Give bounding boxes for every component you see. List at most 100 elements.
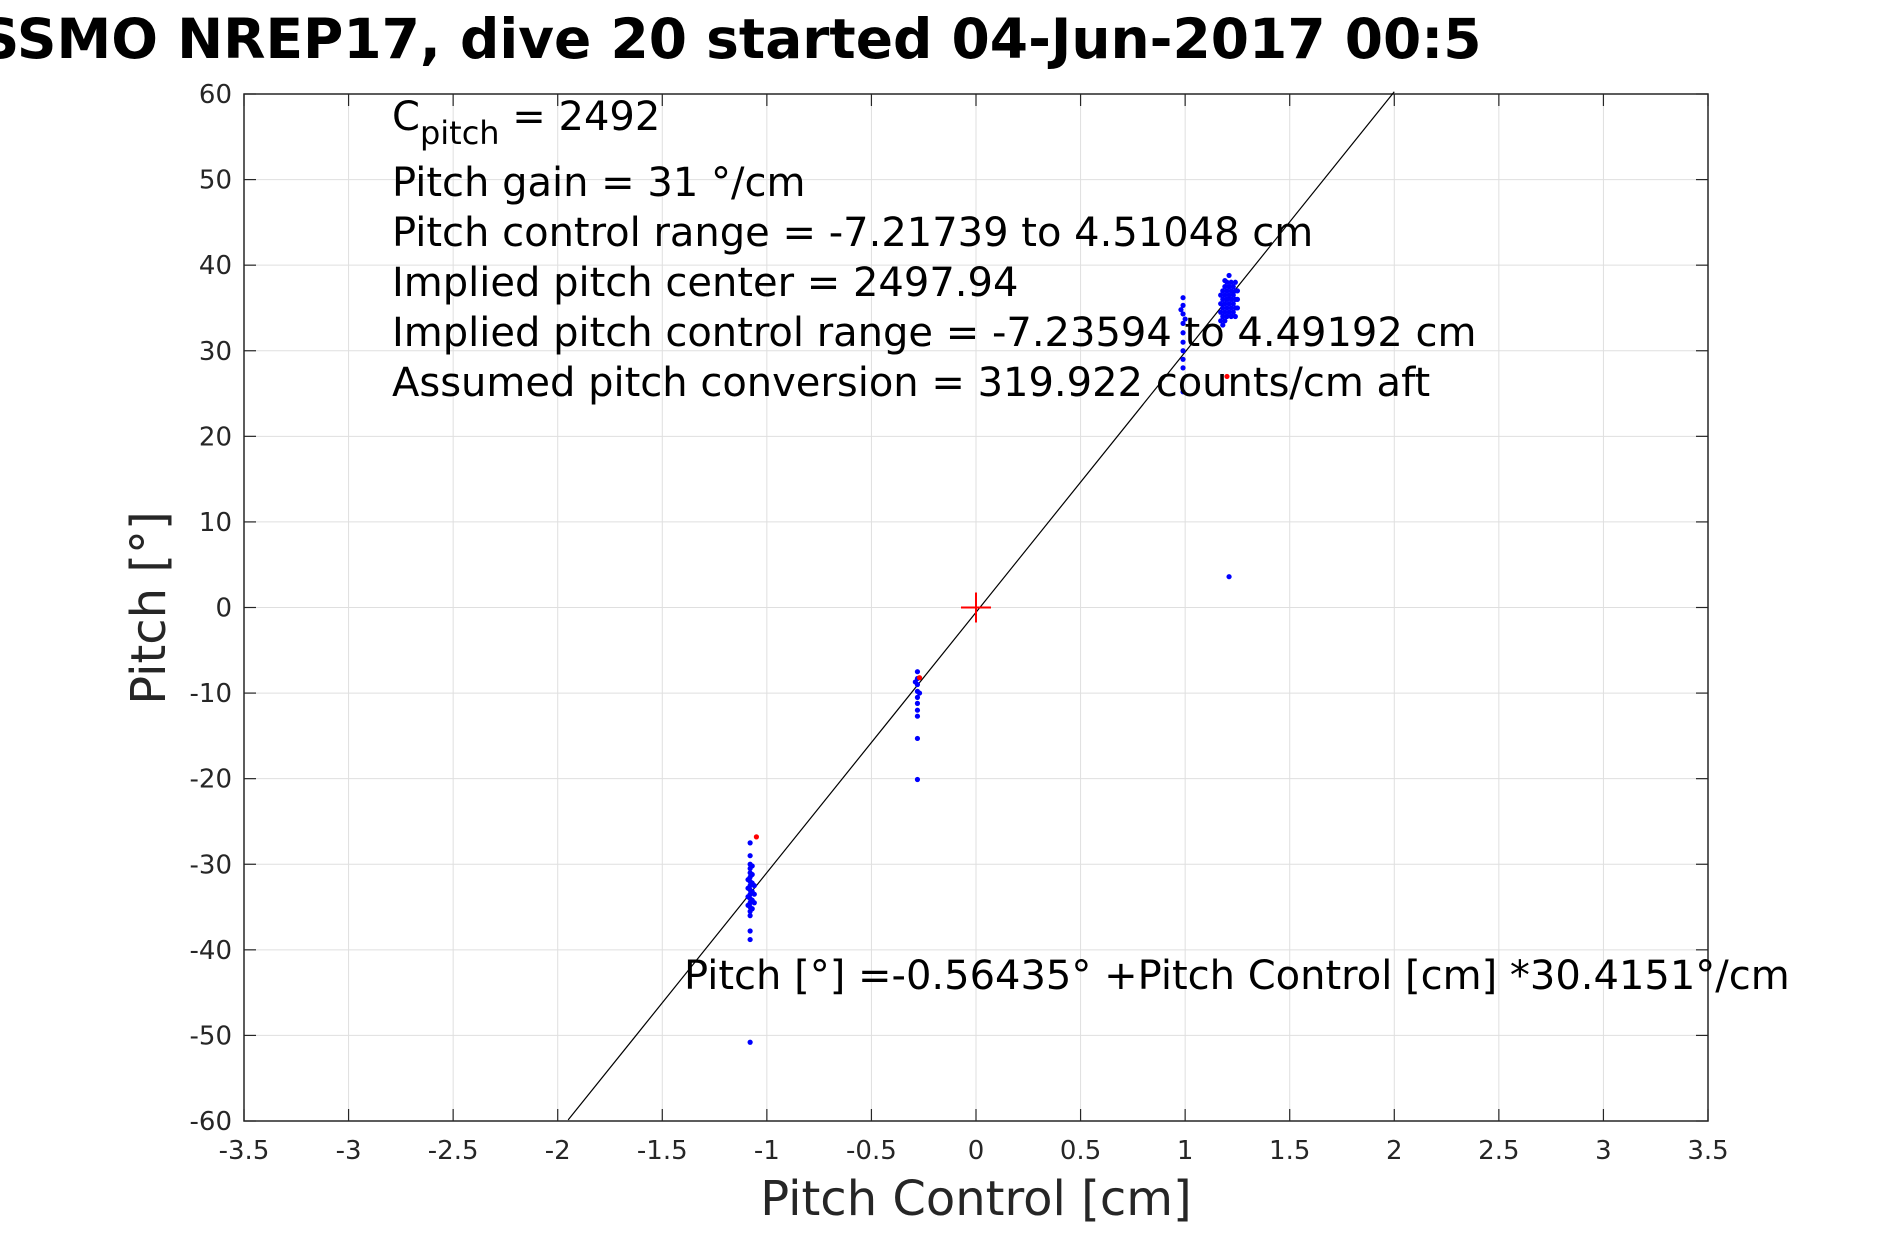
data-point	[747, 936, 753, 943]
data-point	[1180, 320, 1186, 326]
x-tick-label: -1.5	[637, 1136, 688, 1166]
data-point	[1224, 279, 1230, 285]
data-point	[1218, 309, 1224, 315]
x-axis-label: Pitch Control [cm]	[760, 1171, 1191, 1227]
data-point	[1224, 313, 1230, 320]
y-tick-label: 30	[199, 337, 232, 367]
data-point	[745, 877, 751, 883]
y-tick-labels: -60 -50 -40 -30 -20 -10 0 10 20 30 40 50 60	[190, 80, 232, 1137]
y-tick-label: 60	[199, 80, 232, 110]
data-point	[1218, 301, 1224, 307]
data-point	[1222, 292, 1228, 298]
data-point	[1234, 305, 1241, 311]
data-point	[1180, 311, 1186, 317]
y-tick-label: -40	[190, 936, 232, 966]
data-point	[1222, 309, 1228, 315]
x-tick-label: 3.5	[1687, 1136, 1728, 1166]
y-tick-label: 0	[215, 594, 232, 624]
y-tick-label: -20	[190, 765, 232, 795]
x-tick-labels: -3.5 -3 -2.5 -2 -1.5 -1 -0.5 0 0.5 1 1.5 2 2.5 3 3.5	[219, 1136, 1729, 1166]
data-point	[1218, 292, 1224, 298]
data-point	[1228, 313, 1234, 320]
y-tick-label: 40	[199, 251, 232, 281]
data-point	[1220, 313, 1226, 320]
data-point	[1222, 301, 1228, 307]
data-point	[1230, 301, 1236, 307]
data-point	[914, 694, 921, 700]
y-tick-label: 20	[199, 422, 232, 452]
data-point	[1230, 309, 1236, 315]
data-point	[749, 871, 755, 878]
data-point	[749, 863, 755, 869]
fit-line	[567, 91, 1395, 1121]
data-point	[1228, 296, 1234, 302]
data-point	[753, 834, 760, 840]
center-marker	[961, 592, 991, 623]
data-point	[1230, 292, 1236, 298]
data-point	[1226, 301, 1232, 307]
data-point	[1224, 373, 1230, 380]
data-point	[1180, 330, 1186, 336]
x-tick-label: -2	[545, 1136, 571, 1166]
cpitch-value: = 2492	[500, 94, 661, 140]
annotation-line: Pitch control range = -7.21739 to 4.5104…	[392, 210, 1313, 256]
annotation-line: Implied pitch center = 2497.94	[392, 260, 1018, 306]
fit-equation: Pitch [°] =-0.56435° +Pitch Control [cm]…	[684, 953, 1790, 999]
data-point	[1180, 389, 1186, 395]
data-point	[1224, 296, 1230, 302]
data-point	[747, 853, 753, 859]
data-point	[747, 840, 753, 846]
data-point	[1228, 279, 1234, 285]
x-tick-label: 0.5	[1060, 1136, 1101, 1166]
data-point	[914, 707, 921, 713]
data-point	[1224, 288, 1230, 294]
data-point	[1180, 356, 1186, 362]
data-point	[747, 1039, 753, 1045]
data-point	[1232, 313, 1238, 320]
data-point	[914, 700, 921, 706]
data-point	[1220, 296, 1226, 302]
cpitch-prefix: C	[392, 94, 420, 140]
data-point	[1226, 574, 1232, 580]
data-point	[914, 735, 921, 742]
data-point	[751, 883, 757, 889]
x-tick-label: -0.5	[846, 1136, 897, 1166]
annotation-line: Pitch gain = 31 °/cm	[392, 160, 805, 206]
data-point	[1226, 292, 1232, 298]
x-tick-label: 1.5	[1269, 1136, 1310, 1166]
data-point	[1234, 288, 1241, 294]
data-point	[1180, 302, 1186, 308]
x-tick-label: 2.5	[1478, 1136, 1519, 1166]
data-point	[745, 894, 751, 900]
data-point	[912, 679, 918, 685]
x-tick-label: -1	[754, 1136, 780, 1166]
y-tick-label: -60	[190, 1107, 232, 1137]
data-point	[1230, 283, 1236, 290]
x-tick-label: 3	[1595, 1136, 1612, 1166]
y-tick-label: -30	[190, 850, 232, 880]
data-point	[1220, 288, 1226, 294]
data-point	[1178, 307, 1184, 313]
data-point	[745, 902, 751, 908]
data-points	[745, 272, 1241, 1045]
cpitch-subscript: pitch	[420, 114, 500, 152]
data-point	[1224, 305, 1230, 311]
grid-lines	[243, 93, 1709, 1122]
y-axis-label: Pitch [°]	[121, 511, 177, 705]
data-point	[1222, 283, 1228, 290]
axis-ticks	[243, 93, 1709, 1122]
data-point	[916, 690, 923, 696]
data-point	[914, 669, 921, 675]
x-tick-label: 1	[1177, 1136, 1194, 1166]
data-point	[1180, 365, 1186, 371]
data-point	[745, 885, 751, 891]
data-point	[1226, 283, 1232, 290]
data-point	[751, 891, 757, 897]
data-point	[1228, 305, 1234, 311]
annotation-line: Assumed pitch conversion = 319.922 count…	[392, 360, 1430, 406]
data-point	[1182, 316, 1188, 322]
y-tick-label: -10	[190, 679, 232, 709]
x-tick-label: 2	[1386, 1136, 1403, 1166]
